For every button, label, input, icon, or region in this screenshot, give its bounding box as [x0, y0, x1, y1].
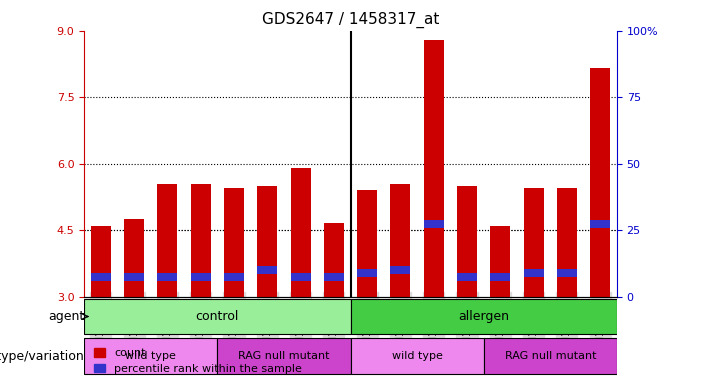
FancyBboxPatch shape [484, 338, 617, 374]
Bar [557, 188, 577, 296]
Bar [157, 184, 177, 296]
Bar [490, 226, 510, 296]
Bar [191, 184, 210, 296]
Bar [423, 40, 444, 296]
Bar [324, 223, 343, 296]
FancyBboxPatch shape [350, 298, 617, 334]
Bar [590, 220, 610, 228]
Bar [557, 269, 577, 276]
Bar [457, 186, 477, 296]
Bar [290, 168, 311, 296]
Bar [124, 273, 144, 281]
Text: wild type: wild type [125, 351, 176, 361]
Bar [224, 273, 244, 281]
Bar [191, 273, 210, 281]
Bar [357, 269, 377, 276]
Legend: count, percentile rank within the sample: count, percentile rank within the sample [90, 344, 306, 379]
Bar [324, 273, 343, 281]
Bar [524, 188, 543, 296]
FancyBboxPatch shape [84, 338, 217, 374]
Text: control: control [196, 310, 239, 323]
Bar [257, 266, 278, 275]
Bar [90, 226, 111, 296]
Text: wild type: wild type [392, 351, 442, 361]
Bar [490, 273, 510, 281]
Bar [290, 273, 311, 281]
FancyBboxPatch shape [217, 338, 350, 374]
Text: allergen: allergen [458, 310, 509, 323]
Text: RAG null mutant: RAG null mutant [505, 351, 596, 361]
Bar [224, 188, 244, 296]
Bar [390, 266, 411, 275]
Bar [124, 219, 144, 296]
Bar [90, 273, 111, 281]
Bar [257, 186, 278, 296]
Text: genotype/variation: genotype/variation [0, 350, 84, 363]
Text: RAG null mutant: RAG null mutant [238, 351, 329, 361]
Bar [390, 184, 411, 296]
Text: agent: agent [48, 310, 84, 323]
Title: GDS2647 / 1458317_at: GDS2647 / 1458317_at [261, 12, 440, 28]
Bar [423, 220, 444, 228]
Bar [457, 273, 477, 281]
Bar [157, 273, 177, 281]
FancyBboxPatch shape [84, 298, 350, 334]
Bar [357, 190, 377, 296]
Bar [590, 68, 610, 296]
FancyBboxPatch shape [350, 338, 484, 374]
Bar [524, 269, 543, 276]
